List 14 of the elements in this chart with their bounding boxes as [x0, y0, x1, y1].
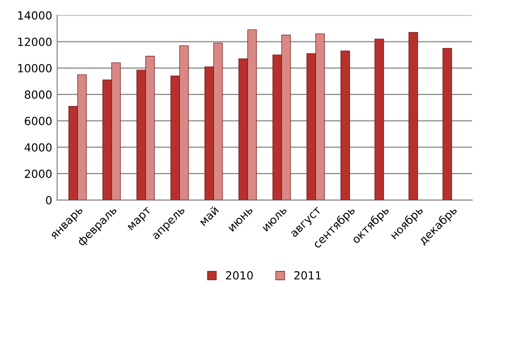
y-tick-label: 0: [46, 196, 52, 204]
bar: [340, 50, 350, 200]
bar: [442, 48, 452, 200]
y-tick-label: 12000: [18, 38, 52, 46]
legend-label: 2011: [294, 271, 321, 280]
y-tick-label: 2000: [24, 170, 52, 178]
y-tick-label: 8000: [24, 90, 52, 99]
y-tick-label: 14000: [18, 11, 52, 20]
y-tick-label: 6000: [24, 116, 52, 126]
bar: [408, 32, 418, 200]
y-tick-label: 10000: [18, 64, 52, 72]
legend-label: 2010: [226, 271, 253, 280]
y-tick-label: 4000: [24, 143, 52, 152]
bar: [374, 38, 384, 200]
